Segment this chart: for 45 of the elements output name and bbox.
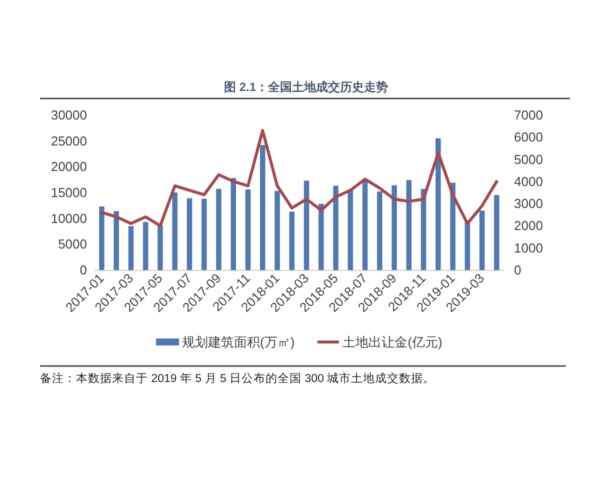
chart-title: 图 2.1：全国土地成交历史走势 <box>224 80 388 94</box>
y-tick-label: 10000 <box>50 210 87 226</box>
bar <box>392 185 397 270</box>
bar <box>289 212 295 270</box>
bar <box>304 180 310 270</box>
bar <box>230 178 236 270</box>
bar <box>450 182 456 270</box>
bar <box>274 190 280 270</box>
bar <box>406 180 412 270</box>
bar <box>114 211 119 270</box>
bar <box>362 180 368 270</box>
y-tick-label: 25000 <box>50 133 87 148</box>
y-tick-label: 20000 <box>50 159 87 174</box>
bar <box>245 189 251 270</box>
y2-tick-label: 3000 <box>514 196 543 212</box>
y2-tick-label: 2000 <box>514 218 543 234</box>
y-tick-label: 15000 <box>50 185 87 200</box>
y2-tick-label: 7000 <box>514 108 543 122</box>
bar <box>494 195 500 270</box>
bar <box>377 191 382 270</box>
y2-tick-label: 4000 <box>514 174 543 189</box>
bar <box>128 226 134 270</box>
bar <box>172 192 178 270</box>
bar <box>436 138 441 270</box>
bar <box>142 222 148 270</box>
bar <box>260 144 266 270</box>
legend-label: 规划建筑面积(万㎡) <box>182 334 295 350</box>
bar <box>333 186 338 270</box>
text: 备注：本数据来自于 2019 年 5 月 5 日公布的全国 300 城市土地成交数据。 <box>40 371 436 385</box>
bar <box>201 198 207 270</box>
y2-tick-label: 5000 <box>514 152 543 167</box>
y2-tick-label: 0 <box>514 262 522 278</box>
bar <box>479 210 485 270</box>
bar <box>348 190 354 270</box>
y-tick-label: 0 <box>80 262 87 278</box>
bar <box>216 188 222 270</box>
y2-tick-label: 1000 <box>514 240 543 256</box>
y2-tick-label: 6000 <box>514 130 543 145</box>
bar <box>318 204 324 270</box>
bar <box>99 206 104 270</box>
y-tick-label: 30000 <box>50 108 87 122</box>
bar <box>186 198 192 270</box>
legend-label: 土地出让金(亿元) <box>342 334 442 350</box>
y-tick-label: 5000 <box>58 236 87 252</box>
bar <box>158 225 163 270</box>
